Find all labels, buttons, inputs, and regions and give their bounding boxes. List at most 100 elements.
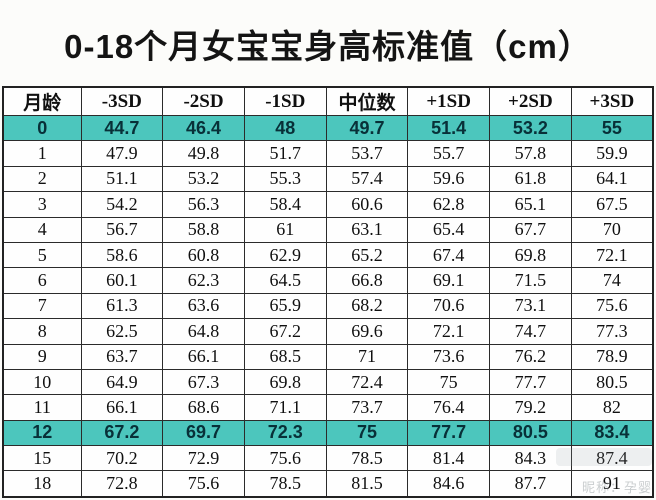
- table-cell: 69.6: [325, 318, 409, 345]
- month-cell: 5: [2, 241, 82, 269]
- table-cell: 69.8: [243, 368, 327, 396]
- table-cell: 74: [570, 267, 654, 294]
- table-cell: 55: [570, 114, 654, 142]
- table-cell: 82: [570, 394, 654, 421]
- table-cell: 63.7: [80, 343, 164, 370]
- table-cell: 46.4: [162, 114, 245, 142]
- table-cell: 59.6: [407, 165, 491, 193]
- table-cell: 69.7: [162, 419, 245, 447]
- table-cell: 53.2: [489, 114, 572, 142]
- table-cell: 80.5: [570, 368, 654, 396]
- table-cell: 91: [570, 470, 654, 498]
- page-title: 0-18个月女宝宝身高标准值（cm）: [64, 28, 592, 65]
- table-cell: 81.4: [407, 445, 491, 472]
- table-cell: 79.2: [489, 394, 572, 421]
- table-row: 0 44.7 46.4 48 49.7 51.4 53.2 55: [2, 114, 654, 142]
- table-cell: 49.8: [162, 140, 245, 167]
- table-cell: 51.7: [243, 140, 327, 167]
- month-cell: 15: [2, 445, 82, 472]
- table-cell: 67.2: [243, 318, 327, 345]
- column-header: -2SD: [162, 86, 245, 116]
- table-row: 12 67.2 69.7 72.3 75 77.7 80.5 83.4: [2, 419, 654, 447]
- table-cell: 66.8: [325, 267, 409, 294]
- month-cell: 1: [2, 140, 82, 167]
- table-cell: 87.4: [570, 445, 654, 472]
- table-cell: 74.7: [489, 318, 572, 345]
- table-cell: 72.4: [325, 368, 409, 396]
- table-cell: 55.3: [243, 165, 327, 193]
- table-row: 11 66.1 68.6 71.1 73.7 76.4 79.2 82: [2, 394, 654, 421]
- table-cell: 75: [325, 419, 409, 447]
- table-row: 4 56.7 58.8 61 63.1 65.4 67.7 70: [2, 216, 654, 243]
- table-row: 8 62.5 64.8 67.2 69.6 72.1 74.7 77.3: [2, 318, 654, 345]
- table-cell: 73.7: [325, 394, 409, 421]
- table-cell: 64.8: [162, 318, 245, 345]
- month-cell: 7: [2, 292, 82, 320]
- table-cell: 44.7: [80, 114, 164, 142]
- table-row: 18 72.8 75.6 78.5 81.5 84.6 87.7 91: [2, 470, 654, 498]
- table-cell: 67.3: [162, 368, 245, 396]
- table-body: 0 44.7 46.4 48 49.7 51.4 53.2 55 1 47.9 49.8 51.7 53…: [2, 114, 654, 498]
- table-cell: 72.8: [80, 470, 164, 498]
- column-header: 月龄: [2, 86, 82, 116]
- table-cell: 75.6: [162, 470, 245, 498]
- month-cell: 18: [2, 470, 82, 498]
- column-header: +1SD: [407, 86, 491, 116]
- table-cell: 80.5: [489, 419, 572, 447]
- table-cell: 57.4: [325, 165, 409, 193]
- column-header: -3SD: [80, 86, 164, 116]
- table-cell: 75: [407, 368, 491, 396]
- height-standards-table: 月龄 -3SD -2SD -1SD 中位数 +1SD +2SD +3SD 0 44.7 46.4 4…: [2, 86, 654, 498]
- month-cell: 4: [2, 216, 82, 243]
- table-cell: 70: [570, 216, 654, 243]
- table-cell: 84.3: [489, 445, 572, 472]
- month-cell: 3: [2, 191, 82, 218]
- table-cell: 49.7: [325, 114, 409, 142]
- table-cell: 55.7: [407, 140, 491, 167]
- table-cell: 62.8: [407, 191, 491, 218]
- header-row: 月龄 -3SD -2SD -1SD 中位数 +1SD +2SD +3SD: [2, 86, 654, 116]
- table-row: 9 63.7 66.1 68.5 71 73.6 76.2 78.9: [2, 343, 654, 370]
- table-cell: 70.6: [407, 292, 491, 320]
- table-cell: 78.5: [325, 445, 409, 472]
- table-cell: 56.7: [80, 216, 164, 243]
- month-cell: 8: [2, 318, 82, 345]
- table-header: 月龄 -3SD -2SD -1SD 中位数 +1SD +2SD +3SD: [2, 86, 654, 116]
- table-cell: 70.2: [80, 445, 164, 472]
- table-cell: 47.9: [80, 140, 164, 167]
- table-cell: 61.3: [80, 292, 164, 320]
- table-cell: 77.7: [407, 419, 491, 447]
- table-cell: 63.1: [325, 216, 409, 243]
- table-cell: 68.5: [243, 343, 327, 370]
- table-row: 1 47.9 49.8 51.7 53.7 55.7 57.8 59.9: [2, 140, 654, 167]
- table-cell: 62.9: [243, 241, 327, 269]
- table-cell: 60.6: [325, 191, 409, 218]
- month-cell: 9: [2, 343, 82, 370]
- table-cell: 69.1: [407, 267, 491, 294]
- column-header: +3SD: [570, 86, 654, 116]
- table-cell: 65.4: [407, 216, 491, 243]
- table-cell: 66.1: [162, 343, 245, 370]
- table-cell: 64.9: [80, 368, 164, 396]
- table-cell: 77.3: [570, 318, 654, 345]
- table-row: 7 61.3 63.6 65.9 68.2 70.6 73.1 75.6: [2, 292, 654, 320]
- table-cell: 64.5: [243, 267, 327, 294]
- table-row: 15 70.2 72.9 75.6 78.5 81.4 84.3 87.4: [2, 445, 654, 472]
- table-cell: 76.4: [407, 394, 491, 421]
- column-header: 中位数: [325, 86, 409, 116]
- column-header: -1SD: [243, 86, 327, 116]
- table-cell: 60.8: [162, 241, 245, 269]
- column-header: +2SD: [489, 86, 572, 116]
- table-cell: 65.9: [243, 292, 327, 320]
- table-cell: 48: [243, 114, 327, 142]
- table-cell: 71.1: [243, 394, 327, 421]
- table-cell: 71: [325, 343, 409, 370]
- month-cell: 6: [2, 267, 82, 294]
- table-cell: 58.8: [162, 216, 245, 243]
- table-cell: 72.3: [243, 419, 327, 447]
- table-cell: 65.1: [489, 191, 572, 218]
- month-cell: 0: [2, 114, 82, 142]
- table-cell: 67.4: [407, 241, 491, 269]
- table-cell: 56.3: [162, 191, 245, 218]
- table-cell: 51.1: [80, 165, 164, 193]
